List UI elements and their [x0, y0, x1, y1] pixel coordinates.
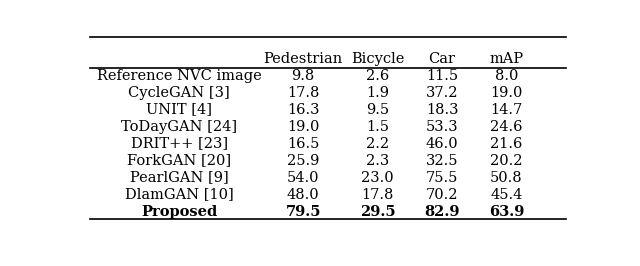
Text: Reference NVC image: Reference NVC image: [97, 69, 262, 82]
Text: 16.3: 16.3: [287, 103, 319, 117]
Text: CycleGAN [3]: CycleGAN [3]: [129, 86, 230, 99]
Text: UNIT [4]: UNIT [4]: [146, 103, 212, 117]
Text: 1.9: 1.9: [366, 86, 389, 99]
Text: 48.0: 48.0: [287, 188, 319, 202]
Text: 14.7: 14.7: [490, 103, 523, 117]
Text: 17.8: 17.8: [287, 86, 319, 99]
Text: 18.3: 18.3: [426, 103, 458, 117]
Text: 19.0: 19.0: [287, 119, 319, 134]
Text: ToDayGAN [24]: ToDayGAN [24]: [121, 119, 237, 134]
Text: 8.0: 8.0: [495, 69, 518, 82]
Text: Proposed: Proposed: [141, 205, 218, 219]
Text: Car: Car: [429, 52, 456, 65]
Text: 1.5: 1.5: [366, 119, 389, 134]
Text: ForkGAN [20]: ForkGAN [20]: [127, 153, 231, 168]
Text: 53.3: 53.3: [426, 119, 458, 134]
Text: 32.5: 32.5: [426, 153, 458, 168]
Text: 21.6: 21.6: [490, 136, 523, 151]
Text: 37.2: 37.2: [426, 86, 458, 99]
Text: 24.6: 24.6: [490, 119, 523, 134]
Text: 79.5: 79.5: [285, 205, 321, 219]
Text: 9.8: 9.8: [292, 69, 315, 82]
Text: DlamGAN [10]: DlamGAN [10]: [125, 188, 234, 202]
Text: 20.2: 20.2: [490, 153, 523, 168]
Text: 2.3: 2.3: [366, 153, 389, 168]
Text: 23.0: 23.0: [362, 171, 394, 185]
Text: 50.8: 50.8: [490, 171, 523, 185]
Text: 29.5: 29.5: [360, 205, 396, 219]
Text: 54.0: 54.0: [287, 171, 319, 185]
Text: 46.0: 46.0: [426, 136, 458, 151]
Text: mAP: mAP: [490, 52, 524, 65]
Text: 75.5: 75.5: [426, 171, 458, 185]
Text: 19.0: 19.0: [490, 86, 523, 99]
Text: 2.6: 2.6: [366, 69, 389, 82]
Text: 2.2: 2.2: [366, 136, 389, 151]
Text: 11.5: 11.5: [426, 69, 458, 82]
Text: 9.5: 9.5: [366, 103, 389, 117]
Text: PearlGAN [9]: PearlGAN [9]: [130, 171, 228, 185]
Text: Bicycle: Bicycle: [351, 52, 404, 65]
Text: 82.9: 82.9: [424, 205, 460, 219]
Text: 70.2: 70.2: [426, 188, 458, 202]
Text: 63.9: 63.9: [489, 205, 524, 219]
Text: 16.5: 16.5: [287, 136, 319, 151]
Text: Pedestrian: Pedestrian: [264, 52, 343, 65]
Text: 45.4: 45.4: [490, 188, 523, 202]
Text: 17.8: 17.8: [362, 188, 394, 202]
Text: 25.9: 25.9: [287, 153, 319, 168]
Text: DRIT++ [23]: DRIT++ [23]: [131, 136, 228, 151]
